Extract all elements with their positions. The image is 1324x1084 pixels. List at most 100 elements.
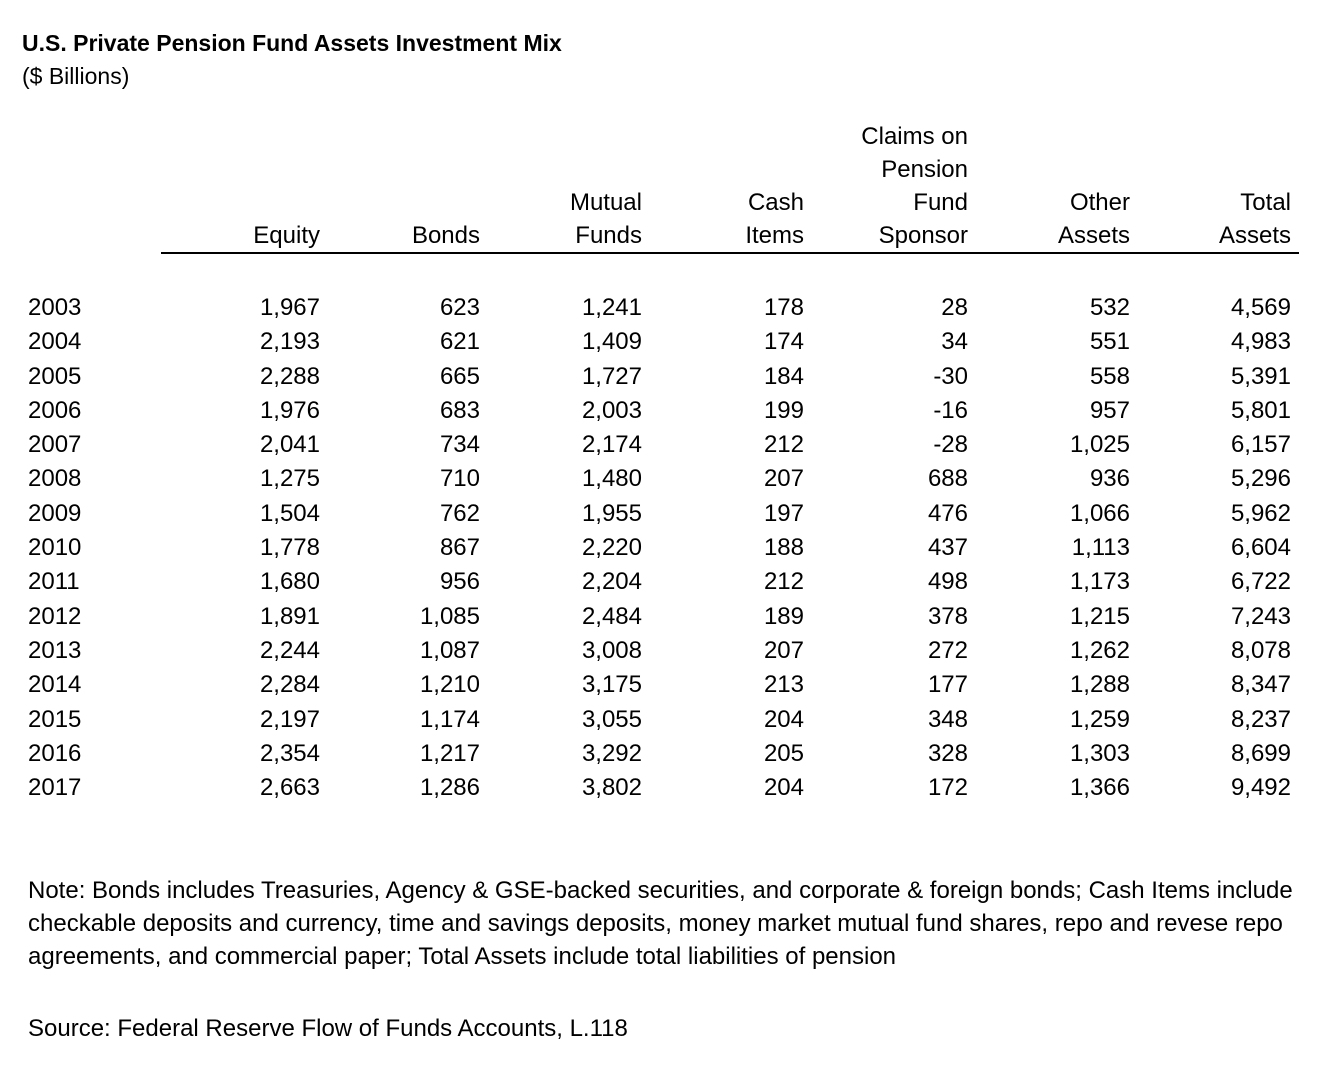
value-cell-equity: 2,193	[259, 328, 320, 356]
column-header-total-assets: Total Assets	[1219, 186, 1291, 252]
value-cell-bonds: 867	[439, 534, 480, 562]
value-cell-mutual-funds: 2,204	[581, 568, 642, 596]
year-cell: 2013	[28, 636, 82, 664]
value-cell-cash-items: 184	[763, 362, 804, 390]
value-cell-other-assets: 1,262	[1069, 636, 1130, 664]
value-cell-equity: 2,284	[259, 671, 320, 699]
value-cell-other-assets: 1,066	[1069, 499, 1130, 527]
column-header-mutual-funds: Mutual Funds	[570, 186, 642, 252]
value-cell-claims: -30	[933, 362, 968, 390]
value-cell-claims: 272	[927, 636, 968, 664]
value-cell-total-assets: 4,983	[1230, 328, 1291, 356]
value-cell-other-assets: 1,303	[1069, 739, 1130, 767]
column-header-line: Pension	[881, 156, 968, 183]
value-cell-claims: 476	[927, 499, 968, 527]
column-header-line: Funds	[575, 222, 642, 249]
column-header-line: Sponsor	[878, 222, 968, 249]
value-cell-other-assets: 957	[1089, 396, 1130, 424]
value-cell-cash-items: 197	[763, 499, 804, 527]
column-header-line: Other	[1069, 189, 1130, 216]
table-row: 2015 2,197 1,174 3,055 204 348 1,259 8,237	[0, 703, 1324, 737]
value-cell-other-assets: 558	[1089, 362, 1130, 390]
value-cell-total-assets: 5,391	[1230, 362, 1291, 390]
value-cell-other-assets: 1,215	[1069, 602, 1130, 630]
table-row: 2016 2,354 1,217 3,292 205 328 1,303 8,699	[0, 737, 1324, 771]
table-row: 2017 2,663 1,286 3,802 204 172 1,366 9,492	[0, 771, 1324, 805]
value-cell-other-assets: 1,113	[1071, 534, 1130, 562]
value-cell-cash-items: 178	[763, 294, 804, 321]
value-cell-other-assets: 1,366	[1069, 774, 1130, 802]
value-cell-cash-items: 207	[763, 636, 804, 664]
value-cell-claims: 34	[941, 328, 968, 356]
value-cell-bonds: 1,286	[419, 774, 480, 802]
table-row: 2008 1,275 710 1,480 207 688 936 5,296	[0, 462, 1324, 496]
year-cell: 2006	[28, 396, 82, 424]
value-cell-claims: 688	[927, 465, 968, 493]
year-cell: 2003	[28, 294, 82, 321]
value-cell-total-assets: 4,569	[1230, 294, 1291, 321]
value-cell-equity: 2,197	[259, 705, 320, 733]
value-cell-bonds: 623	[439, 294, 480, 321]
column-header-line: Mutual	[569, 189, 642, 216]
value-cell-bonds: 710	[439, 465, 480, 493]
value-cell-cash-items: 212	[763, 568, 804, 596]
value-cell-claims: 378	[927, 602, 968, 630]
value-cell-bonds: 683	[439, 396, 480, 424]
column-header-line: Items	[745, 222, 804, 249]
value-cell-equity: 1,680	[259, 568, 320, 596]
column-header-line: Fund	[913, 189, 968, 216]
column-header-line: Equity	[253, 222, 320, 249]
value-cell-other-assets: 936	[1089, 465, 1130, 493]
value-cell-other-assets: 1,288	[1069, 671, 1130, 699]
value-cell-total-assets: 6,722	[1230, 568, 1291, 596]
value-cell-other-assets: 1,259	[1069, 705, 1130, 733]
value-cell-claims: 348	[927, 705, 968, 733]
value-cell-claims: -28	[933, 431, 968, 459]
value-cell-bonds: 1,210	[419, 671, 480, 699]
value-cell-mutual-funds: 3,802	[581, 774, 642, 802]
year-cell: 2005	[28, 362, 82, 390]
column-header-bonds: Bonds	[412, 219, 480, 252]
data-table-body: 2003 1,967 623 1,241 178 28 532 4,569 2004 2,193 6…	[0, 291, 1324, 805]
value-cell-total-assets: 6,157	[1230, 431, 1291, 459]
column-header-claims: Claims on Pension Fund Sponsor	[861, 120, 968, 252]
value-cell-mutual-funds: 2,174	[581, 431, 642, 459]
table-source: Source: Federal Reserve Flow of Funds Ac…	[28, 1015, 628, 1042]
table-row: 2013 2,244 1,087 3,008 207 272 1,262 8,078	[0, 634, 1324, 668]
table-row: 2003 1,967 623 1,241 178 28 532 4,569	[0, 291, 1324, 325]
value-cell-cash-items: 189	[763, 602, 804, 630]
value-cell-claims: 177	[927, 671, 968, 699]
value-cell-total-assets: 8,347	[1230, 671, 1291, 699]
value-cell-other-assets: 532	[1089, 294, 1130, 321]
table-row: 2014 2,284 1,210 3,175 213 177 1,288 8,347	[0, 668, 1324, 702]
column-header-line: Assets	[1218, 222, 1291, 249]
column-header-line: Total	[1240, 189, 1291, 216]
year-cell: 2004	[28, 328, 82, 356]
value-cell-equity: 2,288	[259, 362, 320, 390]
value-cell-total-assets: 5,801	[1230, 396, 1291, 424]
value-cell-equity: 1,275	[259, 465, 320, 493]
table-row: 2011 1,680 956 2,204 212 498 1,173 6,722	[0, 565, 1324, 599]
value-cell-cash-items: 188	[763, 534, 804, 562]
value-cell-cash-items: 199	[763, 396, 804, 424]
value-cell-bonds: 1,087	[419, 636, 480, 664]
value-cell-equity: 2,663	[259, 774, 320, 802]
value-cell-other-assets: 551	[1089, 328, 1130, 356]
value-cell-equity: 2,041	[259, 431, 320, 459]
value-cell-mutual-funds: 1,955	[581, 499, 642, 527]
value-cell-cash-items: 204	[763, 705, 804, 733]
column-header-line: Bonds	[411, 222, 480, 249]
value-cell-total-assets: 9,492	[1230, 774, 1291, 802]
table-row: 2004 2,193 621 1,409 174 34 551 4,983	[0, 325, 1324, 359]
value-cell-mutual-funds: 3,292	[581, 739, 642, 767]
year-cell: 2012	[28, 602, 82, 630]
value-cell-bonds: 1,217	[419, 739, 480, 767]
column-header-line: Assets	[1057, 222, 1130, 249]
value-cell-equity: 1,778	[259, 534, 320, 562]
value-cell-claims: 172	[927, 774, 968, 802]
column-header-line: Cash	[747, 189, 804, 216]
table-note: Note: Bonds includes Treasuries, Agency …	[28, 877, 1293, 970]
value-cell-total-assets: 6,604	[1230, 534, 1291, 562]
value-cell-mutual-funds: 2,484	[581, 602, 642, 630]
year-cell: 2007	[28, 431, 82, 459]
